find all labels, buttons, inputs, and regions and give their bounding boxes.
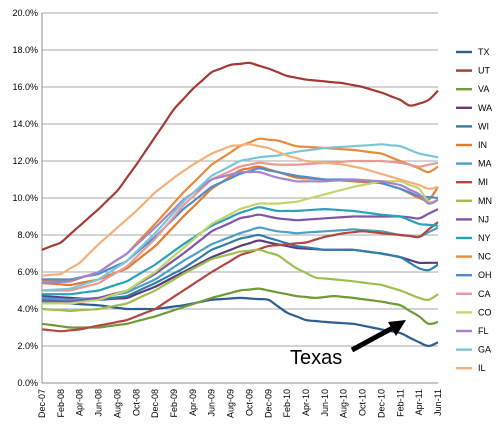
x-tick-label: Dec-10 — [376, 389, 386, 418]
legend-label-in: IN — [478, 140, 487, 150]
legend-label-ny: NY — [478, 233, 491, 243]
series-line-ca — [42, 159, 439, 292]
x-tick-label: Jun-11 — [433, 389, 443, 416]
texas-annotation-label: Texas — [290, 347, 342, 369]
series-line-ga — [41, 143, 439, 292]
series-line-nj — [42, 208, 439, 303]
legend-label-wa: WA — [478, 103, 492, 113]
legend-label-co: CO — [478, 307, 492, 317]
series-line-co — [42, 179, 439, 305]
texas-arrowhead-icon — [388, 320, 406, 336]
x-tick-label: Jun-10 — [320, 389, 330, 417]
y-tick-label: 16.0% — [12, 82, 38, 92]
series-lines — [41, 61, 439, 348]
x-tick-label: Dec-09 — [263, 389, 273, 418]
annotation: Texas — [290, 320, 406, 369]
y-tick-label: 18.0% — [12, 45, 38, 55]
x-tick-label: Feb-08 — [56, 389, 66, 418]
x-tick-label: Oct-09 — [244, 389, 254, 416]
x-tick-label: Dec-07 — [37, 389, 47, 418]
series-line-tx — [41, 296, 439, 348]
legend-label-ga: GA — [478, 345, 491, 355]
x-tick-label: Feb-09 — [169, 389, 179, 418]
series-line-va — [41, 287, 439, 329]
x-tick-label: Aug-10 — [339, 389, 349, 418]
gridlines — [42, 12, 438, 384]
x-tick-label: Aug-09 — [226, 389, 236, 418]
x-tick-label: Aug-08 — [112, 389, 122, 418]
legend-label-nc: NC — [478, 252, 491, 262]
y-tick-label: 20.0% — [12, 8, 38, 18]
legend-label-nj: NJ — [478, 214, 489, 224]
legend-label-va: VA — [478, 84, 489, 94]
y-tick-label: 4.0% — [17, 304, 38, 314]
series-line-oh — [42, 167, 439, 281]
y-tick-label: 0.0% — [17, 378, 38, 388]
x-tick-label: Apr-09 — [188, 389, 198, 416]
legend-label-oh: OH — [478, 270, 492, 280]
y-tick-label: 2.0% — [17, 341, 38, 351]
texas-arrow-icon — [350, 322, 400, 353]
series-line-in — [41, 165, 439, 287]
y-tick-label: 8.0% — [17, 230, 38, 240]
series-line-ut — [41, 61, 439, 251]
y-tick-label: 6.0% — [17, 267, 38, 277]
legend-label-ut: UT — [478, 66, 490, 76]
axes: 0.0% 2.0% 4.0% 6.0% 8.0% 10.0% 12.0% 14.0% 16.0%… — [12, 8, 443, 418]
x-tick-label: Apr-11 — [414, 389, 424, 415]
x-tick-label: Oct-10 — [358, 389, 368, 416]
legend-label-il: IL — [478, 363, 486, 373]
x-tick-label: Feb-11 — [395, 389, 405, 417]
series-line-fl — [41, 170, 439, 285]
x-tick-label: Jun-08 — [94, 389, 104, 417]
series-line-ny — [41, 206, 439, 296]
legend-label-mi: MI — [478, 177, 488, 187]
x-tick-label: Dec-08 — [150, 389, 160, 418]
legend: TX UT VA WA WI IN MA MI MN NJ NY NC OH CA CO FL GA IL — [456, 47, 492, 373]
legend-label-ma: MA — [478, 159, 492, 169]
series-line-wi — [41, 233, 439, 303]
x-tick-label: Feb-10 — [282, 389, 292, 418]
legend-label-mn: MN — [478, 196, 492, 206]
x-tick-label: Oct-08 — [131, 389, 141, 416]
y-tick-label: 10.0% — [12, 193, 38, 203]
x-tick-label: Apr-08 — [75, 389, 85, 416]
y-tick-label: 14.0% — [12, 119, 38, 129]
legend-label-ca: CA — [478, 289, 491, 299]
legend-label-tx: TX — [478, 47, 490, 57]
legend-label-fl: FL — [478, 326, 489, 336]
series-line-il — [41, 143, 439, 277]
series-line-mi — [41, 221, 439, 333]
legend-label-wi: WI — [478, 121, 489, 131]
x-tick-label: Apr-10 — [301, 389, 311, 416]
x-tick-label: Jun-09 — [207, 389, 217, 417]
y-tick-label: 12.0% — [12, 156, 38, 166]
series-line-mn — [41, 248, 439, 312]
